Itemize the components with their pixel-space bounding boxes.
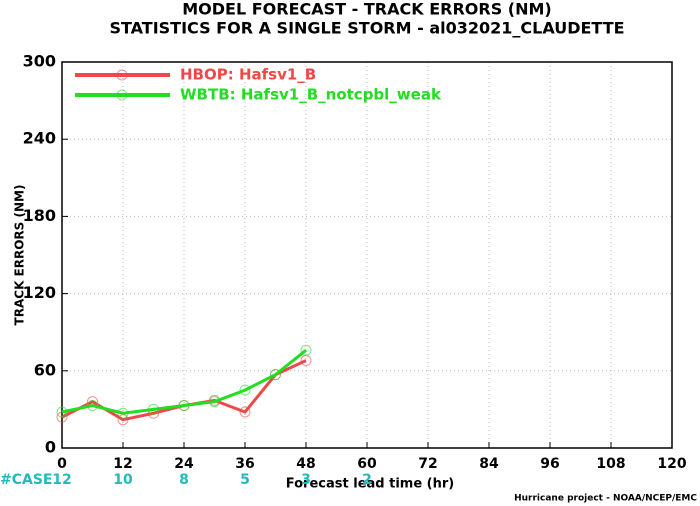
- series-marker: [87, 400, 98, 412]
- series-marker: [56, 406, 68, 418]
- series-marker: [300, 344, 312, 356]
- y-axis-label: TRACK ERRORS (NM): [13, 185, 27, 326]
- x-tick-label: 72: [418, 456, 437, 472]
- series-marker: [56, 411, 68, 423]
- case-count: 3: [301, 472, 311, 488]
- y-tick-label: 180: [23, 206, 56, 225]
- series-line: [61, 349, 307, 415]
- x-tick-label: 96: [540, 456, 559, 472]
- case-count: 12: [52, 472, 71, 488]
- case-count: 10: [113, 472, 133, 488]
- x-tick-label: 48: [296, 456, 315, 472]
- x-tick-label: 84: [479, 456, 499, 472]
- x-tick-label: 108: [596, 456, 625, 472]
- plot-frame: [61, 61, 673, 449]
- x-tick-label: 24: [174, 456, 194, 472]
- chart-title: MODEL FORECAST - TRACK ERRORS (NM): [182, 0, 551, 19]
- series-marker: [178, 400, 190, 412]
- y-tick-label: 300: [23, 52, 56, 71]
- case-count: 2: [362, 472, 372, 488]
- case-count: 5: [240, 472, 250, 488]
- y-tick-label: 240: [23, 129, 56, 148]
- legend-marker: [116, 89, 128, 101]
- legend-marker: [116, 69, 128, 81]
- x-tick-label: 60: [357, 456, 377, 472]
- series-marker: [239, 406, 251, 418]
- x-tick-label: 36: [235, 456, 254, 472]
- y-tick-label: 60: [34, 360, 56, 379]
- y-tick-label: 120: [23, 283, 56, 302]
- footer: Hurricane project - NOAA/NCEP/EMC: [514, 494, 697, 504]
- legend-label: WBTB: Hafsv1_B_notcpbl_weak: [180, 86, 442, 104]
- series-marker: [239, 384, 251, 396]
- case-count: 8: [179, 472, 189, 488]
- x-tick-label: 120: [657, 456, 686, 472]
- x-tick-label: 0: [57, 456, 67, 472]
- x-tick-label: 12: [113, 456, 132, 472]
- series-marker: [270, 369, 281, 381]
- y-tick-label: 0: [45, 438, 56, 457]
- series-marker: [148, 403, 159, 415]
- x-axis-label: Forecast lead time (hr): [286, 477, 454, 492]
- chart-subtitle: STATISTICS FOR A SINGLE STORM - al032021…: [109, 19, 624, 38]
- legend-label: HBOP: Hafsv1_B: [180, 66, 316, 84]
- series-marker: [209, 396, 220, 408]
- series-marker: [117, 407, 129, 419]
- case-label: #CASE: [0, 472, 53, 488]
